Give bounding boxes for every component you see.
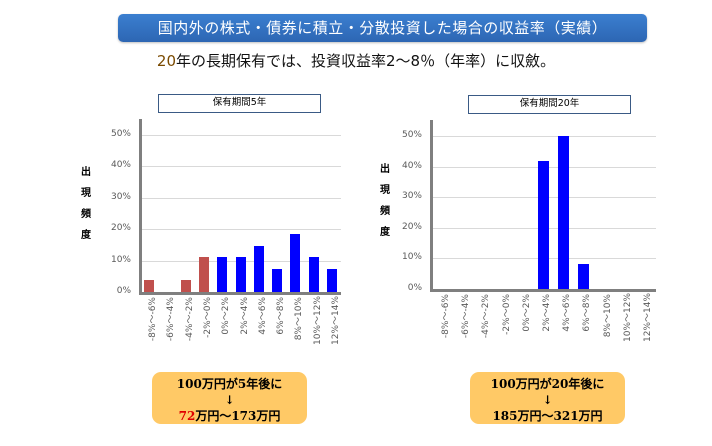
callout-result: 185万円～321万円 bbox=[492, 409, 603, 423]
bar bbox=[272, 269, 282, 292]
y-axis-label: 出現頻度 bbox=[380, 164, 390, 238]
y-tick-label: 40% bbox=[401, 161, 422, 171]
x-tick-label: 6%～8% bbox=[582, 294, 592, 332]
x-tick-label: 4%～6% bbox=[562, 294, 572, 332]
y-axis-line bbox=[139, 119, 142, 294]
gridline bbox=[433, 136, 656, 137]
y-tick-label: 40% bbox=[110, 160, 131, 170]
bar bbox=[144, 280, 154, 292]
x-axis-line bbox=[430, 289, 656, 292]
callout-result: 72万円～173万円 bbox=[178, 409, 281, 423]
x-tick-label: 12%～14% bbox=[331, 295, 341, 345]
x-tick-label: -2%～0% bbox=[502, 294, 512, 335]
x-tick-label: 6%～8% bbox=[276, 297, 286, 335]
x-tick-label: 4%～6% bbox=[258, 297, 268, 335]
callout-line1: 100万円が5年後に bbox=[176, 377, 283, 391]
chart-title: 保有期間20年 bbox=[468, 95, 631, 114]
x-tick-label: -6%～-4% bbox=[461, 294, 471, 339]
bar bbox=[217, 257, 227, 292]
bar bbox=[181, 280, 191, 292]
y-tick-label: 20% bbox=[110, 223, 131, 233]
callout-20-year: 100万円が20年後に ↓ 185万円～321万円 bbox=[470, 372, 625, 424]
x-tick-label: -4%～-2% bbox=[481, 294, 491, 339]
gridline bbox=[142, 229, 341, 230]
x-tick-label: -8%～-6% bbox=[441, 294, 451, 339]
bar bbox=[578, 264, 589, 289]
bar bbox=[327, 269, 337, 292]
gridline bbox=[142, 135, 341, 136]
y-tick-label: 20% bbox=[401, 222, 422, 232]
subtitle-text: 年の長期保有では、投資収益率2～8％（年率）に収斂。 bbox=[176, 52, 556, 70]
y-tick-label: 10% bbox=[110, 255, 131, 265]
y-axis-line bbox=[430, 120, 433, 291]
y-tick-label: 50% bbox=[401, 130, 422, 140]
x-tick-label: 10%～12% bbox=[313, 295, 323, 345]
gridline bbox=[142, 198, 341, 199]
y-tick-label: 30% bbox=[110, 192, 131, 202]
x-tick-label: 8%～10% bbox=[603, 294, 613, 338]
bar bbox=[558, 136, 569, 289]
x-tick-label: -8%～-6% bbox=[148, 297, 158, 342]
x-tick-label: 2%～4% bbox=[240, 297, 250, 335]
y-tick-label: 50% bbox=[110, 129, 131, 139]
bar bbox=[199, 257, 209, 292]
x-tick-label: 0%～2% bbox=[221, 297, 231, 335]
callout-line1: 100万円が20年後に bbox=[490, 377, 605, 391]
x-tick-label: 10%～12% bbox=[623, 292, 633, 342]
x-axis-line bbox=[139, 292, 341, 295]
bar bbox=[236, 257, 246, 292]
down-arrow-icon: ↓ bbox=[224, 393, 235, 407]
y-axis-label: 出現頻度 bbox=[81, 167, 91, 241]
down-arrow-icon: ↓ bbox=[542, 393, 553, 407]
chart-title: 保有期間5年 bbox=[158, 94, 321, 113]
x-tick-label: 0%～2% bbox=[522, 294, 532, 332]
x-tick-label: 8%～10% bbox=[294, 297, 304, 341]
bar bbox=[538, 161, 549, 289]
x-tick-label: 12%～14% bbox=[643, 292, 653, 342]
subtitle-years: 20 bbox=[156, 52, 176, 70]
y-tick-label: 30% bbox=[401, 191, 422, 201]
x-tick-label: 2%～4% bbox=[542, 294, 552, 332]
x-tick-label: -2%～0% bbox=[203, 297, 213, 338]
gridline bbox=[142, 166, 341, 167]
y-tick-label: 0% bbox=[116, 286, 131, 296]
subtitle: 20年の長期保有では、投資収益率2～8％（年率）に収斂。 bbox=[0, 50, 712, 71]
bar bbox=[254, 246, 264, 292]
callout-5-year: 100万円が5年後に ↓ 72万円～173万円 bbox=[152, 372, 307, 424]
bar bbox=[309, 257, 319, 292]
x-tick-label: -6%～-4% bbox=[166, 297, 176, 342]
x-tick-label: -4%～-2% bbox=[185, 297, 195, 342]
bar bbox=[290, 234, 300, 292]
y-tick-label: 0% bbox=[407, 283, 422, 293]
page-title-banner: 国内外の株式・債券に積立・分散投資した場合の収益率（実績） bbox=[118, 14, 647, 42]
y-tick-label: 10% bbox=[401, 252, 422, 262]
